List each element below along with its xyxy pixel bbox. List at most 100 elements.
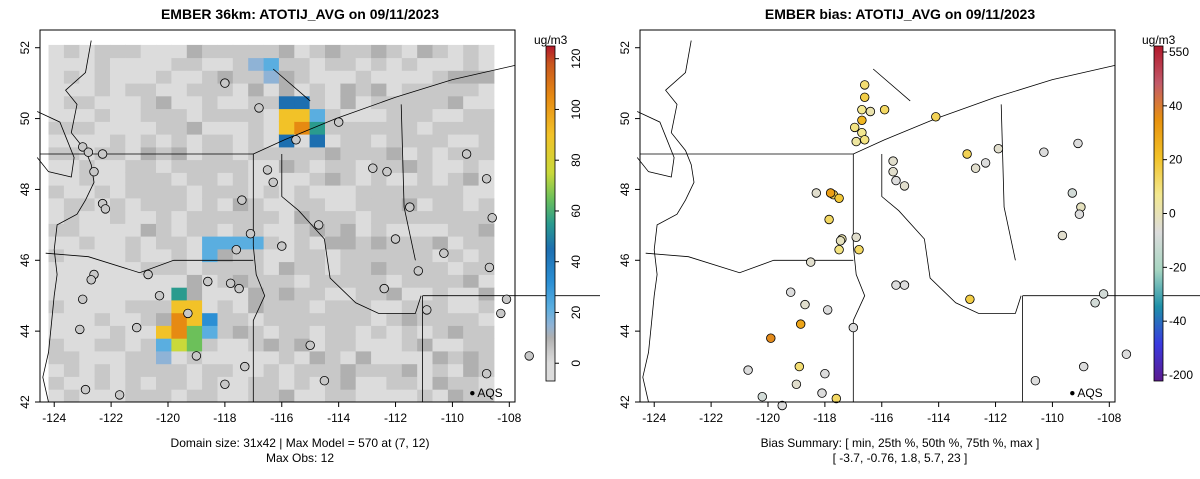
grid-cell	[140, 363, 157, 377]
grid-cell	[202, 185, 218, 199]
grid-cell	[294, 197, 311, 212]
grid-cell	[94, 261, 111, 275]
aqs-site-point	[390, 234, 401, 244]
grid-cell	[140, 236, 157, 250]
grid-cell	[432, 338, 449, 352]
right-chart-panel: EMBER bias: ATOTIJ_AVG on 09/11/2023 -12…	[600, 0, 1200, 479]
grid-cell	[48, 57, 65, 71]
grid-cell	[263, 300, 280, 314]
grid-cell	[478, 223, 495, 237]
grid-cell	[432, 185, 449, 199]
grid-cell	[478, 185, 495, 199]
grid-cell	[371, 134, 387, 148]
grid-cell	[186, 210, 203, 224]
grid-cell	[294, 312, 311, 326]
grid-cell	[463, 325, 479, 339]
grid-cell	[263, 146, 280, 161]
grid-cell	[432, 95, 449, 110]
grid-cell	[463, 83, 479, 97]
grid-cell	[217, 312, 234, 326]
grid-cell	[401, 300, 418, 314]
grid-cell	[140, 351, 157, 365]
grid-cell	[125, 172, 142, 186]
grid-cell	[371, 70, 387, 84]
grid-cell	[447, 146, 464, 161]
grid-cell	[401, 338, 418, 352]
grid-cell	[232, 70, 249, 84]
grid-cell	[140, 185, 157, 199]
grid-cell	[401, 121, 418, 135]
left-x-tick-label: -120	[156, 411, 180, 425]
grid-cell	[401, 287, 418, 301]
grid-cell	[248, 70, 264, 84]
grid-cell	[309, 134, 326, 148]
grid-cell	[294, 95, 311, 110]
grid-cell	[232, 44, 249, 59]
grid-cell	[478, 95, 495, 110]
grid-cell	[140, 287, 157, 301]
grid-cell	[110, 210, 126, 224]
grid-cell	[325, 223, 341, 237]
left-colorbar-tick-label: 40	[569, 255, 583, 269]
left-chart-panel: EMBER 36km: ATOTIJ_AVG on 09/11/2023 -12…	[18, 6, 600, 465]
grid-cell	[463, 223, 479, 237]
grid-cell	[79, 363, 96, 377]
grid-cell	[248, 172, 264, 186]
grid-cell	[340, 210, 357, 224]
grid-cell	[432, 108, 449, 122]
grid-cell	[217, 300, 234, 314]
grid-cell	[294, 261, 311, 275]
grid-cell	[340, 146, 357, 161]
grid-cell	[447, 261, 464, 275]
grid-cell	[110, 248, 126, 263]
grid-cell	[294, 146, 311, 161]
grid-cell	[278, 248, 295, 263]
grid-cell	[94, 338, 111, 352]
grid-cell	[263, 223, 280, 237]
aqs-site-point	[501, 294, 512, 305]
grid-cell	[217, 159, 234, 173]
grid-cell	[202, 223, 218, 237]
grid-cell	[325, 236, 341, 250]
grid-cell	[325, 248, 341, 263]
grid-cell	[325, 146, 341, 161]
right-colorbar-tick-label: 40	[1169, 99, 1183, 113]
bias-point	[860, 92, 870, 103]
grid-cell	[417, 159, 433, 173]
grid-cell	[432, 325, 449, 339]
grid-cell	[217, 351, 234, 365]
bias-point	[822, 305, 833, 315]
grid-cell	[202, 108, 218, 122]
grid-cell	[294, 210, 311, 224]
island-outline	[636, 111, 675, 178]
aqs-site-point	[131, 322, 142, 333]
right-x-tick-label: -112	[984, 411, 1007, 425]
grid-cell	[278, 338, 295, 352]
grid-cell	[432, 70, 449, 84]
aqs-site-point	[100, 204, 111, 214]
grid-cell	[294, 185, 311, 199]
grid-cell	[248, 261, 264, 275]
grid-cell	[340, 274, 357, 288]
bias-point	[1057, 230, 1068, 241]
grid-cell	[432, 146, 449, 161]
grid-cell	[417, 351, 433, 365]
grid-cell	[171, 121, 188, 135]
grid-cell	[478, 108, 495, 122]
grid-cell	[248, 185, 264, 199]
grid-cell	[447, 363, 464, 377]
grid-cell	[48, 210, 65, 224]
left-footer-line1: Domain size: 31x42 | Max Model = 570 at …	[170, 436, 430, 450]
left-y-tick-label: 42	[18, 395, 32, 409]
grid-cell	[463, 274, 479, 288]
grid-cell	[202, 376, 218, 390]
grid-cell	[140, 197, 157, 212]
grid-cell	[248, 300, 264, 314]
grid-cell	[401, 236, 418, 250]
grid-cell	[140, 146, 157, 161]
grid-cell	[125, 57, 142, 71]
grid-cell	[110, 83, 126, 97]
grid-cell	[125, 236, 142, 250]
aqs-site-point	[237, 195, 247, 205]
grid-cell	[478, 44, 495, 59]
